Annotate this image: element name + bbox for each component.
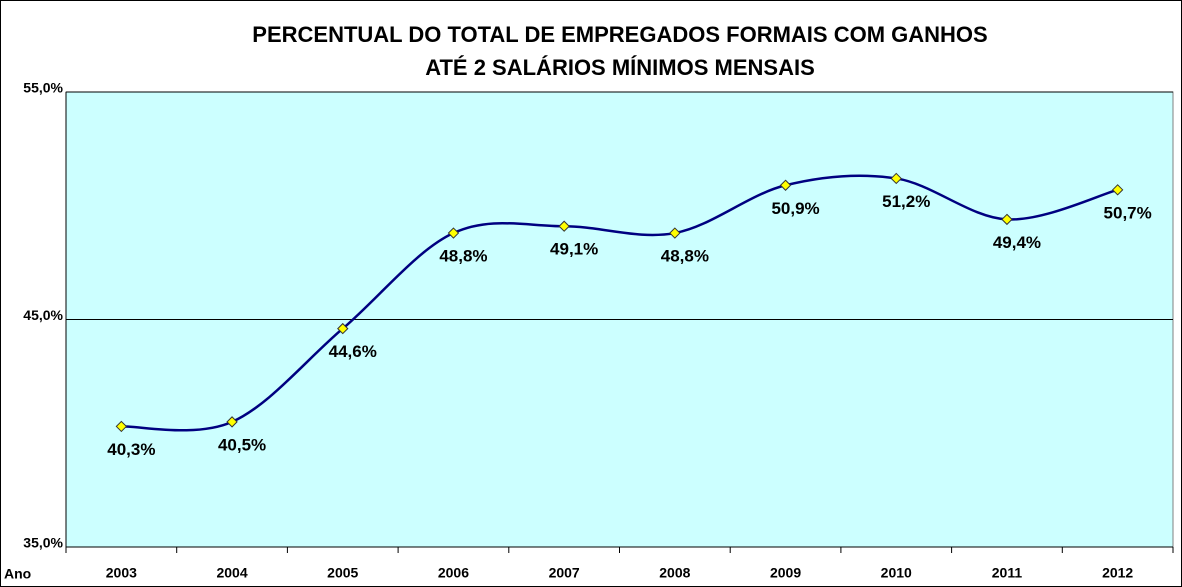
- data-label: 48,8%: [661, 247, 709, 266]
- marker: [669, 227, 681, 239]
- marker: [558, 220, 570, 232]
- marker: [1111, 184, 1124, 196]
- x-tick-label: 2004: [216, 565, 247, 581]
- y-tick-label: 45,0%: [23, 307, 63, 323]
- chart-title: PERCENTUAL DO TOTAL DE EMPREGADOS FORMAI…: [252, 22, 987, 47]
- marker: [337, 322, 349, 335]
- x-tick-label: 2011: [992, 565, 1023, 581]
- data-label: 50,7%: [1104, 203, 1152, 222]
- marker: [226, 416, 238, 428]
- data-label: 40,5%: [218, 435, 266, 454]
- data-label: 44,6%: [329, 342, 377, 361]
- chart-title: ATÉ 2 SALÁRIOS MÍNIMOS MENSAIS: [425, 55, 815, 80]
- x-tick-label: 2012: [1102, 565, 1133, 581]
- x-axis-label: Ano: [4, 566, 31, 582]
- x-tick-label: 2008: [659, 565, 690, 581]
- x-tick-label: 2005: [327, 565, 358, 581]
- data-label: 49,1%: [550, 240, 598, 259]
- marker: [890, 172, 902, 185]
- data-label: 40,3%: [107, 440, 155, 459]
- x-tick-label: 2003: [106, 565, 137, 581]
- data-label: 51,2%: [882, 192, 930, 211]
- marker: [447, 227, 460, 239]
- x-tick-label: 2007: [549, 565, 580, 581]
- marker: [115, 420, 128, 433]
- y-tick-label: 35,0%: [23, 535, 63, 551]
- marker: [1001, 213, 1013, 226]
- y-tick-label: 55,0%: [23, 80, 63, 96]
- data-label: 49,4%: [993, 233, 1041, 252]
- data-label: 48,8%: [439, 247, 487, 266]
- data-label: 50,9%: [771, 199, 819, 218]
- marker: [779, 179, 792, 191]
- x-tick-label: 2010: [881, 565, 912, 581]
- x-tick-label: 2009: [770, 565, 801, 581]
- line: [121, 174, 1118, 432]
- x-tick-label: 2006: [438, 565, 469, 581]
